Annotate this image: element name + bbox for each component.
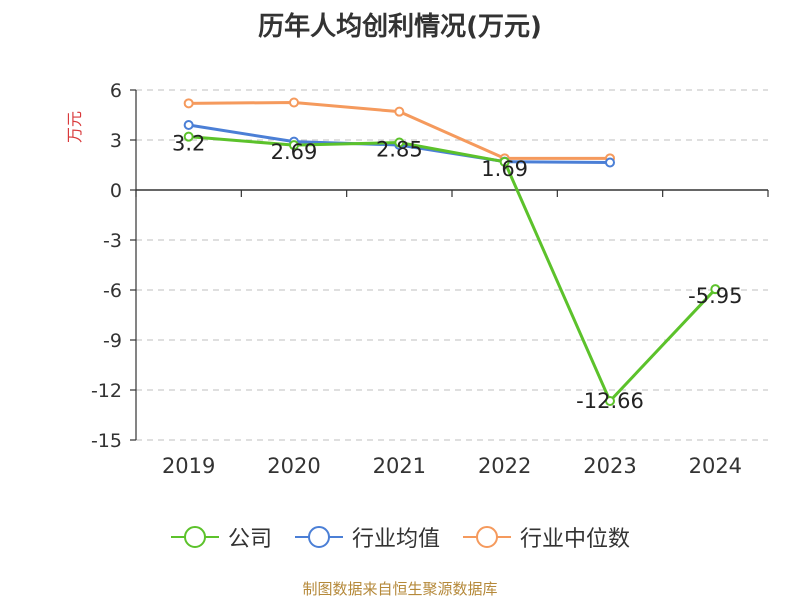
series-lines [183, 97, 721, 406]
x-tick-label: 2019 [162, 454, 215, 478]
data-point [710, 284, 721, 295]
y-tick-label: 6 [110, 80, 122, 102]
data-label: -12.66 [576, 389, 644, 413]
data-point [605, 396, 615, 406]
data-point [394, 106, 405, 117]
axes: 6 3 0 -3 -6 -9 -12 -15 2019 2020 2021 2022 2023 2024 万… [65, 80, 769, 478]
chart-title: 历年人均创利情况(万元) [258, 12, 542, 42]
data-label: 2.69 [271, 140, 318, 164]
legend-marker [183, 526, 206, 548]
data-point [183, 98, 194, 109]
legend-marker [307, 526, 330, 548]
legend-item-1[interactable]: 行业均值 [294, 521, 440, 553]
data-point [289, 140, 299, 151]
y-tick-label: -6 [103, 280, 122, 302]
grid-lines [136, 89, 768, 441]
legend-line-circle-icon [294, 526, 343, 548]
x-tick-label: 2021 [373, 454, 426, 478]
legend-label: 行业均值 [351, 527, 440, 552]
legend-line-circle-icon [170, 526, 219, 548]
x-tick-label: 2024 [689, 454, 742, 478]
data-label: 2.85 [376, 138, 423, 162]
legend-item-0[interactable]: 公司 [170, 521, 272, 553]
x-tick-label: 2023 [583, 454, 636, 478]
source-note: 制图数据来自恒生聚源数据库 [302, 580, 498, 598]
x-tick-label: 2022 [478, 454, 531, 478]
data-label: 3.2 [172, 132, 205, 156]
series-line-0 [188, 135, 717, 403]
data-label: -5.95 [688, 284, 742, 308]
legend-label: 行业中位数 [520, 527, 631, 552]
legend-item-2[interactable]: 行业中位数 [462, 521, 630, 553]
y-tick-label: -12 [91, 380, 122, 402]
data-point [499, 156, 510, 167]
y-tick-label: -15 [91, 430, 122, 452]
y-tick-label: -3 [103, 230, 122, 252]
y-tick-label: 0 [110, 180, 122, 202]
y-axis-label: 万元 [65, 111, 84, 143]
data-labels: 3.2 2.69 2.85 1.69 -12.66 -5.95 [172, 132, 743, 413]
x-tick-label: 2020 [267, 454, 320, 478]
legend: 公司 行业均值 行业中位数 [0, 520, 800, 554]
data-point [394, 137, 405, 148]
legend-label: 公司 [227, 527, 272, 552]
y-tick-label: -9 [103, 330, 122, 352]
y-tick-label: 3 [110, 130, 122, 152]
legend-marker [476, 526, 498, 548]
data-label: 1.69 [481, 157, 528, 181]
legend-line-circle-icon [463, 526, 511, 548]
data-point [605, 157, 615, 168]
data-point [183, 131, 194, 142]
data-point [183, 120, 194, 130]
data-point [289, 97, 299, 108]
